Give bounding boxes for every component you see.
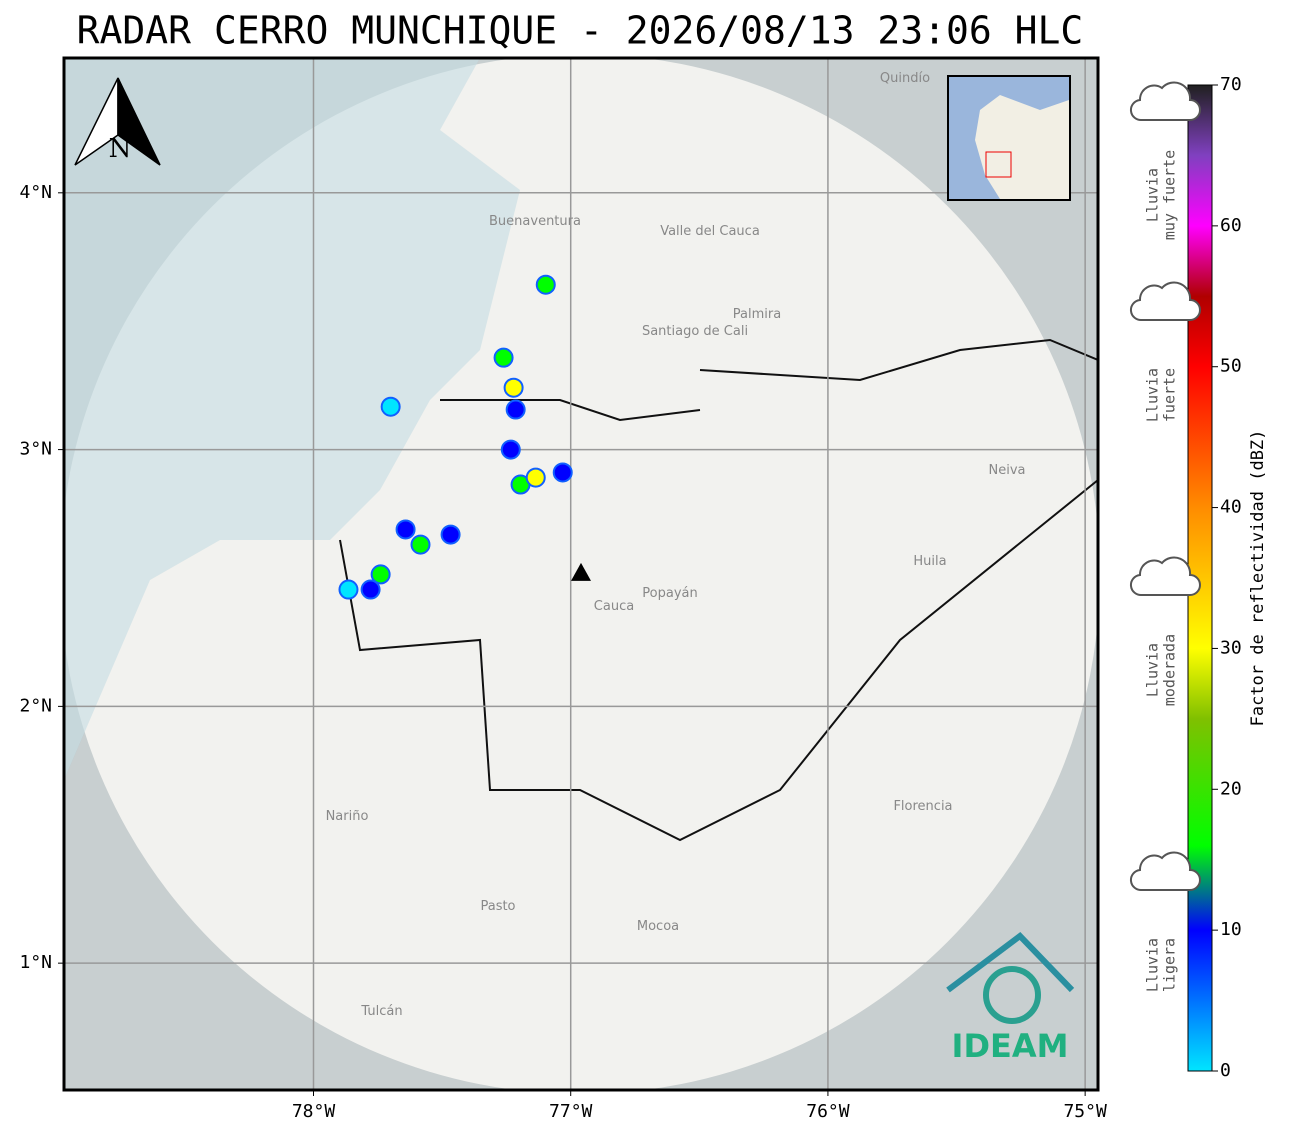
ocean-in-range <box>64 58 520 780</box>
y-tick-label: 2°N <box>19 695 52 716</box>
map-frame <box>62 56 1100 1092</box>
colorbar-tick-label: 30 <box>1220 637 1242 658</box>
y-tick-label: 1°N <box>19 952 52 973</box>
radar-site <box>571 562 591 581</box>
logo-text: IDEAM <box>952 1027 1069 1065</box>
place-label: Mocoa <box>637 919 679 934</box>
inset-map <box>947 75 1071 201</box>
rain-icon <box>1130 556 1201 597</box>
x-tick-label: 77°W <box>549 1101 593 1122</box>
y-tick-label: 3°N <box>19 439 52 460</box>
place-label: Quindío <box>880 71 930 86</box>
rain-category: Lluvia <box>1144 938 1162 992</box>
colorbar-tick-label: 60 <box>1220 215 1242 236</box>
radar-echo <box>370 564 391 585</box>
x-tick-label: 76°W <box>806 1101 850 1122</box>
rain-icon <box>1130 851 1201 892</box>
colorbar-tick-label: 10 <box>1220 919 1242 940</box>
map: Buenaventura Valle del Cauca Santiago de… <box>64 58 1098 1090</box>
title: RADAR CERRO MUNCHIQUE - 2026/08/13 23:06… <box>77 9 1084 53</box>
colorbar-tick-label: 50 <box>1220 356 1242 377</box>
rain-icon <box>1130 281 1201 322</box>
colorbar-label: Factor de reflectividad (dBZ) <box>1248 430 1268 727</box>
borders <box>339 338 1098 842</box>
radar-echo <box>535 274 556 295</box>
radar-echo <box>505 399 526 420</box>
rain-category: ligera <box>1161 938 1179 992</box>
place-label: Popayán <box>642 586 697 601</box>
x-tick-label: 78°W <box>292 1101 336 1122</box>
radar-echo <box>440 524 461 545</box>
place-label: Buenaventura <box>489 214 581 229</box>
radar-echo <box>360 579 381 600</box>
rain-category: fuerte <box>1161 368 1179 422</box>
radar-echo <box>493 347 514 368</box>
x-tick-label: 75°W <box>1063 1101 1107 1122</box>
place-label: Pasto <box>480 899 515 914</box>
rain-category: Lluvia <box>1144 368 1162 422</box>
radar-echo <box>380 396 401 417</box>
place-label: Neiva <box>989 463 1026 478</box>
place-label: Cauca <box>594 599 634 614</box>
place-label: Valle del Cauca <box>660 224 760 239</box>
radar-echo <box>338 579 359 600</box>
north-label: N <box>109 134 132 164</box>
radar-echo <box>500 439 521 460</box>
place-label: Florencia <box>893 799 952 814</box>
colorbar-tick-label: 40 <box>1220 497 1242 518</box>
place-label: Palmira <box>733 307 781 322</box>
place-label: Nariño <box>326 809 369 824</box>
north-arrow: N <box>74 77 161 166</box>
logo: IDEAM <box>946 932 1075 1065</box>
radar-echo <box>395 519 416 540</box>
colorbar-tick-label: 70 <box>1220 74 1242 95</box>
place-label: Huila <box>913 554 946 569</box>
colorbar-tick-label: 0 <box>1220 1060 1231 1081</box>
radar-echo <box>410 534 431 555</box>
place-label: Santiago de Cali <box>642 324 748 339</box>
radar-echo <box>552 462 573 483</box>
colorbar-tick-label: 20 <box>1220 778 1242 799</box>
radar-echo <box>525 467 546 488</box>
y-tick-label: 4°N <box>19 182 52 203</box>
place-label: Tulcán <box>360 1004 402 1019</box>
rain-category: Lluvia <box>1144 168 1162 222</box>
rain-category: moderada <box>1161 634 1179 706</box>
radar-echo <box>503 377 524 398</box>
rain-category: muy fuerte <box>1161 150 1179 240</box>
rain-icon <box>1130 81 1201 122</box>
rain-category: Lluvia <box>1144 643 1162 697</box>
